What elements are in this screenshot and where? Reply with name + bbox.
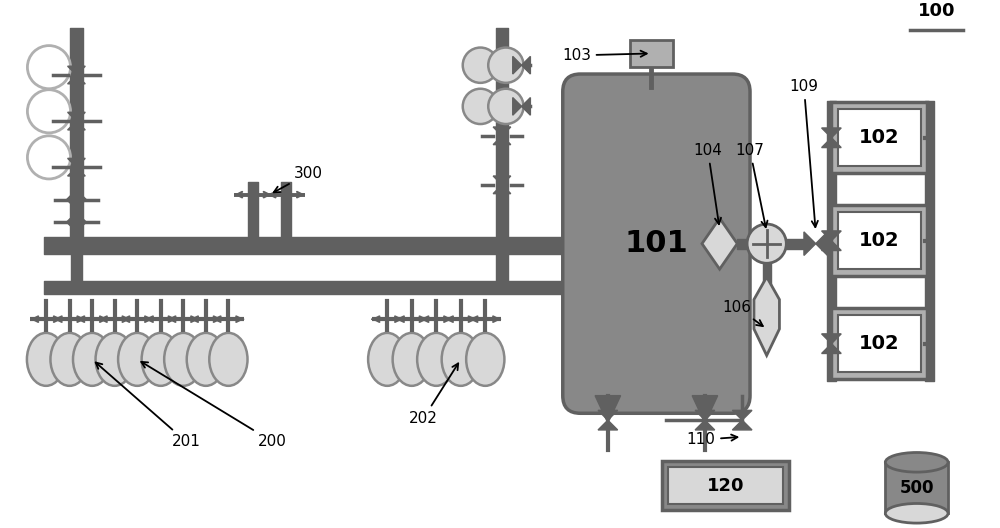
Polygon shape <box>68 167 85 176</box>
Ellipse shape <box>463 89 498 124</box>
Ellipse shape <box>488 89 524 124</box>
Polygon shape <box>493 127 511 136</box>
Text: 100: 100 <box>918 2 955 20</box>
Polygon shape <box>822 138 841 147</box>
Polygon shape <box>68 75 85 84</box>
Polygon shape <box>493 136 511 145</box>
Ellipse shape <box>442 333 480 386</box>
Ellipse shape <box>96 333 134 386</box>
Ellipse shape <box>50 333 89 386</box>
Polygon shape <box>822 231 841 241</box>
Text: 202: 202 <box>409 363 458 426</box>
Text: 200: 200 <box>141 362 287 449</box>
Bar <box>885 463 948 513</box>
Text: 101: 101 <box>625 229 688 258</box>
Ellipse shape <box>466 333 504 386</box>
Polygon shape <box>67 190 86 209</box>
Ellipse shape <box>885 452 948 472</box>
Polygon shape <box>816 232 827 256</box>
Ellipse shape <box>27 333 65 386</box>
Polygon shape <box>68 112 85 121</box>
Ellipse shape <box>393 333 431 386</box>
Polygon shape <box>822 241 841 250</box>
Bar <box>831 308 927 379</box>
Polygon shape <box>513 98 522 115</box>
Text: 110: 110 <box>687 432 737 447</box>
Polygon shape <box>595 395 621 423</box>
FancyBboxPatch shape <box>563 74 750 413</box>
Text: 107: 107 <box>736 143 767 227</box>
Ellipse shape <box>142 333 180 386</box>
Ellipse shape <box>885 504 948 523</box>
Text: 120: 120 <box>707 477 744 495</box>
Polygon shape <box>822 334 841 344</box>
Polygon shape <box>513 56 522 74</box>
Polygon shape <box>695 420 715 430</box>
Ellipse shape <box>463 48 498 83</box>
Text: 104: 104 <box>693 143 722 224</box>
Polygon shape <box>598 410 618 420</box>
Polygon shape <box>493 176 511 185</box>
Polygon shape <box>522 98 530 115</box>
Polygon shape <box>598 420 618 430</box>
Polygon shape <box>822 128 841 138</box>
Bar <box>630 40 673 67</box>
Bar <box>831 102 927 173</box>
Text: 106: 106 <box>723 300 763 326</box>
Polygon shape <box>732 420 752 430</box>
Ellipse shape <box>118 333 156 386</box>
Bar <box>838 212 921 269</box>
Polygon shape <box>67 212 86 232</box>
Text: 109: 109 <box>789 79 818 227</box>
Ellipse shape <box>209 333 248 386</box>
Text: 500: 500 <box>899 479 934 497</box>
Polygon shape <box>493 185 511 194</box>
Text: 102: 102 <box>859 128 900 147</box>
Ellipse shape <box>27 90 71 133</box>
Ellipse shape <box>187 333 225 386</box>
Bar <box>838 315 921 372</box>
Polygon shape <box>68 121 85 130</box>
Ellipse shape <box>417 333 455 386</box>
Bar <box>831 205 927 276</box>
Ellipse shape <box>164 333 202 386</box>
Ellipse shape <box>368 333 406 386</box>
Polygon shape <box>804 232 816 256</box>
Bar <box>838 109 921 166</box>
Bar <box>662 461 789 511</box>
Ellipse shape <box>488 48 524 83</box>
Polygon shape <box>692 395 718 423</box>
Ellipse shape <box>73 333 111 386</box>
Polygon shape <box>68 158 85 167</box>
Polygon shape <box>702 218 737 269</box>
Ellipse shape <box>747 224 786 263</box>
Polygon shape <box>695 410 715 420</box>
Bar <box>668 467 783 504</box>
Text: 201: 201 <box>96 363 201 449</box>
Ellipse shape <box>27 45 71 89</box>
Polygon shape <box>68 66 85 75</box>
Text: 300: 300 <box>274 166 323 192</box>
Text: 102: 102 <box>859 334 900 353</box>
Polygon shape <box>522 56 530 74</box>
Text: 102: 102 <box>859 231 900 250</box>
Text: 103: 103 <box>562 48 647 63</box>
Polygon shape <box>754 277 779 355</box>
Polygon shape <box>822 344 841 353</box>
Polygon shape <box>732 410 752 420</box>
Ellipse shape <box>27 136 71 179</box>
